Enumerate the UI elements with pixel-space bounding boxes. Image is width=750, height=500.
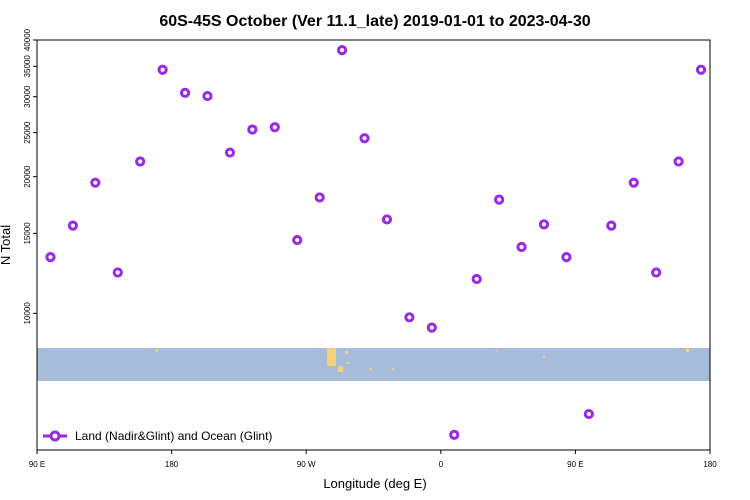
data-point [628, 177, 639, 188]
data-point [516, 241, 527, 253]
land-area [338, 366, 344, 372]
data-point [135, 156, 146, 167]
land-area [327, 348, 337, 366]
land-area [345, 351, 349, 354]
land-area [369, 368, 372, 370]
land-area [346, 362, 350, 364]
land-area [155, 348, 158, 352]
data-point [247, 124, 258, 135]
data-point [449, 429, 460, 440]
y-tick-label: 30000 [23, 85, 32, 108]
data-point [583, 408, 594, 420]
y-tick-label: 25000 [23, 121, 32, 144]
data-point [606, 220, 617, 231]
data-point [67, 220, 78, 231]
x-tick-label: 180 [703, 460, 717, 469]
land-area [495, 350, 497, 352]
chart-title: 60S-45S October (Ver 11.1_late) 2019-01-… [159, 13, 590, 30]
x-tick-label: 90 W [297, 460, 316, 469]
data-point [269, 122, 280, 133]
data-point [673, 156, 684, 167]
data-point [90, 177, 101, 188]
y-axis-label: N Total [0, 225, 13, 265]
x-tick-label: 90 E [29, 460, 45, 469]
data-point [179, 87, 191, 98]
data-point [112, 267, 123, 278]
data-point [538, 219, 550, 230]
data-point [471, 273, 482, 285]
data-point [45, 252, 56, 263]
data-point [494, 194, 505, 205]
map-strip [37, 348, 710, 381]
land-area [686, 348, 690, 352]
y-tick-label: 40000 [23, 28, 32, 51]
legend-marker [49, 430, 61, 442]
data-point [651, 267, 662, 278]
y-tick-label: 35000 [23, 55, 32, 78]
x-tick-label: 180 [165, 460, 179, 469]
data-point [381, 214, 393, 225]
data-point [224, 147, 236, 158]
legend: Land (Nadir&Glint) and Ocean (Glint) [43, 429, 272, 443]
ocean-band [37, 348, 710, 381]
x-axis-label: Longitude (deg E) [323, 476, 426, 491]
land-area [542, 356, 545, 358]
x-tick-label: 90 E [567, 460, 583, 469]
plot-frame [36, 39, 711, 451]
data-point [695, 64, 707, 75]
data-point [292, 234, 303, 246]
data-points [45, 45, 707, 440]
y-tick-label: 10000 [23, 302, 32, 325]
data-point [359, 133, 370, 144]
x-axis: 90 E 180 90 W 0 90 E 180 [29, 450, 717, 469]
data-point [404, 312, 415, 323]
data-point [314, 192, 325, 203]
data-point [202, 90, 213, 102]
land-area [391, 368, 394, 370]
y-axis: 10000 15000 20000 25000 30000 35000 40000 [23, 28, 37, 324]
data-point [426, 322, 437, 333]
y-tick-label: 20000 [23, 165, 32, 188]
x-tick-label: 0 [439, 460, 444, 469]
legend-label: Land (Nadir&Glint) and Ocean (Glint) [75, 429, 272, 443]
data-point [561, 252, 572, 263]
data-point [157, 64, 168, 75]
data-point [336, 45, 348, 56]
y-tick-label: 15000 [23, 222, 32, 245]
